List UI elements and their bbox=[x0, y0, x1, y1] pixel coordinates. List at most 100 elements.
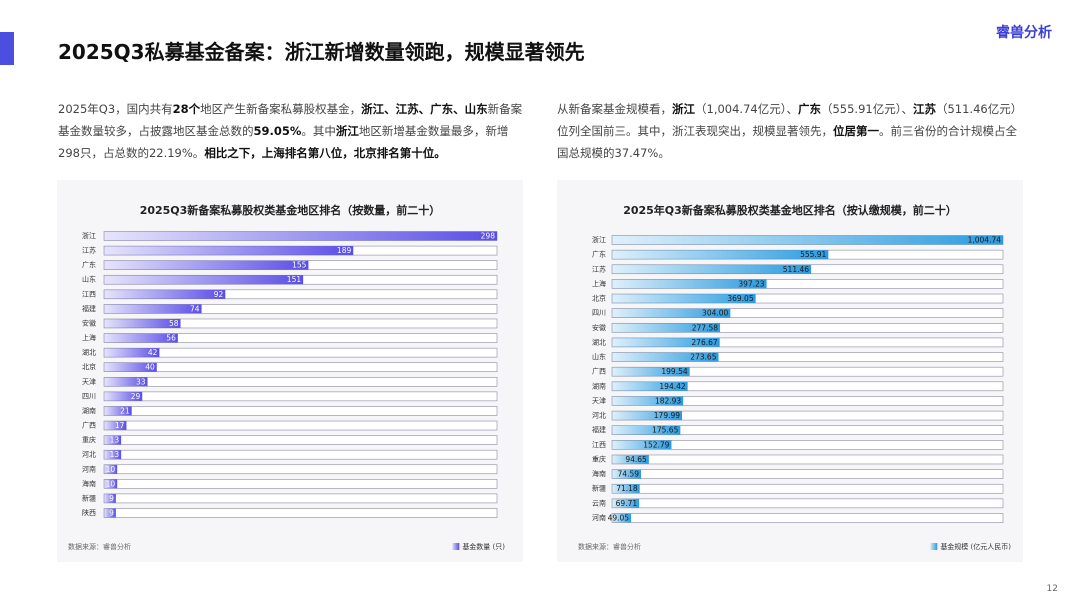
category-label: 新疆 bbox=[82, 493, 96, 502]
bar bbox=[612, 411, 683, 421]
value-label: 273.65 bbox=[690, 353, 716, 362]
logo: 睿兽分析 bbox=[996, 25, 1052, 41]
bar bbox=[612, 235, 1003, 245]
bar bbox=[612, 352, 719, 362]
text-run: （555.91亿元）、 bbox=[820, 102, 913, 116]
category-label: 福建 bbox=[592, 425, 606, 434]
bar-track bbox=[103, 464, 498, 475]
category-label: 安徽 bbox=[592, 323, 606, 332]
chart-title: 2025年Q3新备案私募股权类基金地区排名（按认缴规模，前二十） bbox=[623, 203, 957, 217]
bar-track bbox=[103, 406, 498, 416]
category-label: 重庆 bbox=[82, 435, 96, 444]
category-label: 湖北 bbox=[592, 337, 606, 346]
legend-label: 基金数量 (只) bbox=[462, 542, 505, 551]
bar-track bbox=[103, 391, 498, 402]
category-label: 四川 bbox=[592, 309, 606, 317]
page-title: 2025Q3私募基金备案：浙江新增数量领跑，规模显著领先 bbox=[58, 40, 585, 64]
category-label: 天津 bbox=[82, 378, 96, 386]
bar bbox=[104, 450, 122, 460]
legend-label: 基金规模 (亿元人民币) bbox=[940, 542, 1011, 551]
legend-swatch bbox=[930, 543, 938, 550]
bar bbox=[612, 264, 812, 274]
bar bbox=[104, 260, 309, 270]
bar bbox=[104, 362, 157, 372]
value-label: 199.54 bbox=[661, 367, 687, 376]
bar bbox=[612, 513, 632, 523]
text-run: 。其中 bbox=[301, 124, 336, 138]
category-label: 湖北 bbox=[82, 348, 96, 357]
value-label: 13 bbox=[110, 436, 120, 445]
text-run: 2025年Q3，国内共有 bbox=[58, 102, 173, 116]
value-label: 151 bbox=[287, 275, 302, 284]
bar-track bbox=[103, 420, 498, 431]
value-label: 94.65 bbox=[625, 455, 647, 464]
value-label: 9 bbox=[109, 509, 114, 518]
bar bbox=[612, 425, 681, 435]
text-run: 地区产生新备案私募股权基金， bbox=[200, 102, 362, 116]
category-label: 湖南 bbox=[592, 381, 606, 390]
value-label: 555.91 bbox=[800, 250, 826, 259]
text-run: 江苏 bbox=[912, 102, 936, 116]
bar bbox=[612, 337, 720, 347]
value-label: 194.42 bbox=[659, 382, 685, 391]
bar bbox=[104, 318, 181, 328]
value-label: 369.05 bbox=[727, 294, 753, 303]
bar-track bbox=[103, 493, 498, 504]
text-run: 浙江 bbox=[672, 102, 695, 116]
bar-track bbox=[611, 498, 1004, 509]
bar bbox=[104, 493, 116, 503]
bar-track bbox=[103, 449, 498, 460]
value-label: 71.18 bbox=[616, 484, 638, 493]
value-label: 69.71 bbox=[616, 499, 638, 508]
value-label: 17 bbox=[115, 421, 125, 430]
category-label: 浙江 bbox=[592, 235, 606, 244]
category-label: 山东 bbox=[82, 275, 96, 284]
value-label: 179.99 bbox=[654, 411, 680, 420]
bar bbox=[104, 508, 116, 518]
category-label: 河南 bbox=[82, 464, 96, 473]
category-label: 安徽 bbox=[82, 318, 96, 327]
text-run: 59.05% bbox=[253, 124, 302, 138]
value-label: 298 bbox=[481, 232, 496, 241]
text-run: 新备案基金数量较多，占披露地区基金总数的 bbox=[58, 102, 523, 138]
value-label: 1,004.74 bbox=[968, 236, 1002, 245]
category-label: 陕西 bbox=[82, 508, 96, 517]
bar-track bbox=[103, 376, 498, 387]
bar bbox=[104, 435, 122, 445]
bar-track bbox=[103, 435, 498, 445]
text-run: 浙江、江苏、广东、山东 bbox=[361, 102, 488, 116]
bar bbox=[612, 250, 829, 260]
bar bbox=[612, 484, 640, 494]
bar-track bbox=[103, 479, 498, 489]
bar bbox=[104, 391, 143, 401]
legend-swatch bbox=[452, 543, 460, 550]
value-label: 33 bbox=[136, 377, 146, 386]
value-label: 9 bbox=[109, 494, 114, 503]
value-label: 10 bbox=[106, 479, 116, 488]
category-label: 北京 bbox=[592, 294, 606, 303]
value-label: 40 bbox=[145, 363, 155, 372]
value-label: 49.05 bbox=[608, 514, 630, 523]
value-label: 21 bbox=[120, 406, 130, 415]
category-label: 广东 bbox=[82, 260, 96, 269]
value-label: 511.46 bbox=[783, 265, 809, 274]
category-label: 上海 bbox=[82, 333, 96, 342]
bar bbox=[612, 381, 688, 391]
category-label: 浙江 bbox=[82, 231, 96, 240]
value-label: 277.58 bbox=[692, 323, 718, 332]
category-label: 河北 bbox=[82, 451, 96, 459]
bar bbox=[612, 498, 640, 508]
value-label: 29 bbox=[131, 392, 141, 401]
category-label: 重庆 bbox=[592, 454, 606, 463]
text-run: （1,004.74亿元）、 bbox=[695, 102, 798, 116]
value-label: 397.23 bbox=[738, 279, 764, 288]
category-label: 湖南 bbox=[82, 406, 96, 415]
value-label: 13 bbox=[110, 450, 120, 459]
bar bbox=[104, 333, 178, 343]
category-label: 云南 bbox=[592, 498, 606, 507]
category-label: 江西 bbox=[82, 290, 96, 298]
text-run: 地区新增基金数量最多，新增298只，占总数的22.19%。 bbox=[58, 124, 509, 160]
bar bbox=[104, 377, 148, 387]
category-label: 四川 bbox=[82, 392, 96, 400]
